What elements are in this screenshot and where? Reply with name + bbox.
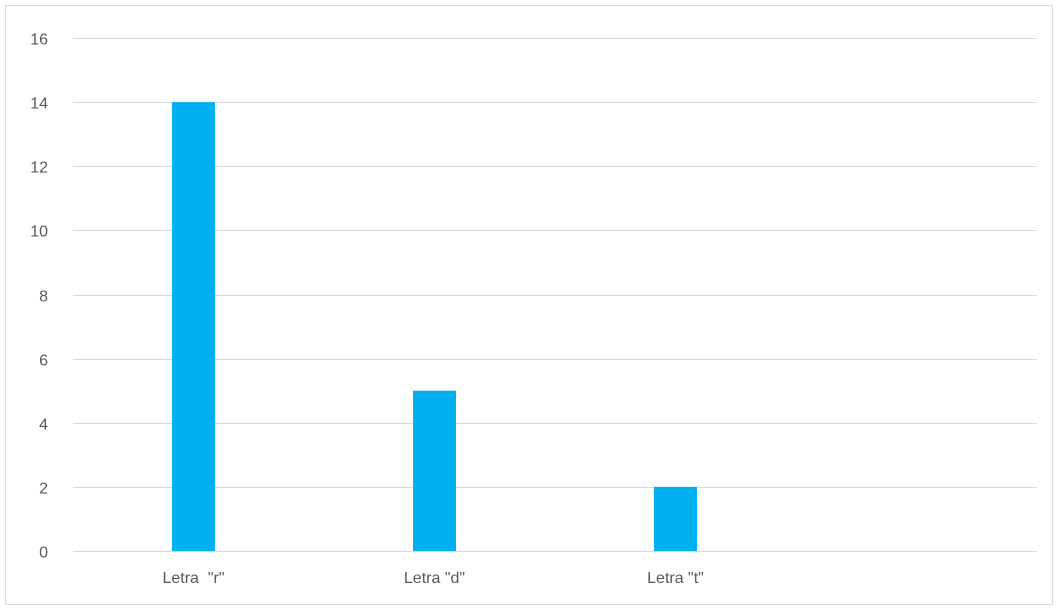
y-tick-label: 2 (39, 481, 48, 498)
y-tick-label: 16 (30, 32, 48, 49)
y-tick-label: 6 (39, 353, 48, 370)
y-tick-label: 10 (30, 224, 48, 241)
x-category-label: Letra "t" (647, 570, 704, 587)
bar-0 (172, 102, 215, 551)
y-tick-label: 0 (39, 545, 48, 562)
x-category-label: Letra "d" (404, 570, 465, 587)
y-axis-ticks: 0 2 4 6 8 10 12 14 16 (30, 32, 48, 562)
bar-1 (413, 390, 456, 551)
bars (172, 102, 697, 551)
bar-2 (654, 486, 697, 551)
y-tick-label: 4 (39, 417, 48, 434)
y-tick-label: 12 (30, 160, 48, 177)
y-tick-label: 8 (39, 289, 48, 306)
x-axis-labels: Letra "r" Letra "d" Letra "t" (162, 570, 703, 587)
x-category-label: Letra "r" (162, 570, 224, 587)
y-tick-label: 14 (30, 96, 48, 113)
gridlines (73, 38, 1037, 552)
